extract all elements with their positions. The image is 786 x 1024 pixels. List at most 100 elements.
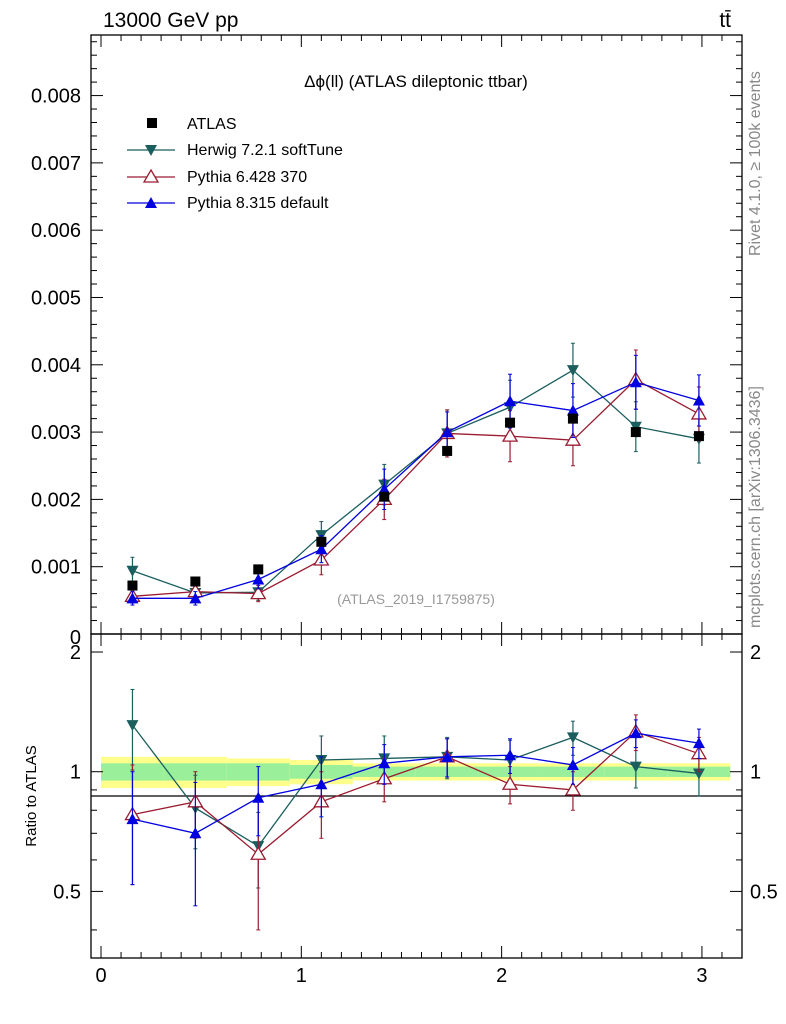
main-herwig-point [566,365,579,377]
main-atlas-point [190,576,201,587]
ratio-pythia8-point [189,827,202,839]
ratio-pythia8-line [132,732,700,834]
main-pythia8-point [629,376,642,388]
ratio-pythia6-point [250,845,267,860]
ratio-pythia6-point [501,775,519,790]
main-y-tick-label: 0.007 [31,153,81,175]
legend-entry-pythia6: Pythia 6.428 370 [127,168,307,186]
x-tick-label: 3 [696,965,707,987]
main-axis-ticks [91,35,743,634]
main-pythia6-point [564,431,582,446]
ratio-y-tick-label-right: 2 [750,642,761,664]
main-plot-title: Δϕ(ll) (ATLAS dileptonic ttbar) [304,72,528,91]
main-atlas-point [379,491,390,502]
header-energy: 13000 GeV pp [103,9,238,32]
legend-entry-herwig: Herwig 7.2.1 softTune [127,142,343,159]
ratio-y-tick-label: 1 [70,762,81,784]
legend-atlas-marker [147,118,157,128]
main-y-tick-label: 0.003 [31,422,81,444]
side-rivet-label: Rivet 4.1.0, ≥ 100k events [747,71,764,256]
main-pythia8-point [441,426,454,438]
main-pythia8-point [252,573,265,585]
main-y-tick-label: 0.008 [31,86,81,108]
main-atlas-point [127,580,138,591]
ratio-pythia6-line [132,731,700,856]
main-atlas-point [316,536,327,547]
legend-pythia8-marker [145,197,157,208]
main-pythia8-point [378,483,391,495]
legend-pythia6-label: Pythia 6.428 370 [187,169,307,186]
main-herwig [126,342,705,602]
ratio-pythia8-point [378,757,391,769]
header-process: tt̄ [719,9,731,32]
main-y-tick-label: 0.006 [31,220,81,242]
main-panel: 0.001 0.002 0.003 0.004 0.005 0.006 0.007 0.008… [31,34,743,649]
analysis-watermark: (ATLAS_2019_I1759875) [337,591,495,607]
ratio-pythia8-point [126,813,139,825]
main-y-tick-label: 0.002 [31,489,81,511]
main-pythia8-point [315,543,328,555]
ratio-herwig-line [131,724,700,847]
main-y-tick-label: 0.001 [31,557,81,579]
main-atlas-point [693,431,704,442]
ratio-y-tick-labels: 0.5 0.5 1 1 2 2 [53,642,778,903]
ratio-panel: 0.5 0.5 1 1 2 2 0 1 2 3 Ratio to ATLAS [23,633,778,987]
main-pythia6-line [132,378,700,597]
main-atlas-point [442,445,453,456]
main-pythia6-point [501,427,519,442]
main-y-tick-label: 0.004 [31,355,81,377]
ratio-pythia8-point [566,758,579,770]
main-atlas [127,413,704,591]
ratio-pythia8-point [315,778,328,790]
main-y-zero-label: 0 [70,627,81,649]
ratio-frame [90,633,743,959]
main-pythia8-point [566,404,579,416]
main-pythia8 [126,354,705,606]
ratio-herwig-point [566,732,579,744]
main-atlas-point [630,427,641,438]
main-pythia8-point [126,592,139,604]
legend: ATLAS Herwig 7.2.1 softTune Pythia 6.428… [127,116,343,212]
x-tick-label: 0 [95,965,106,987]
ratio-herwig [126,688,705,889]
legend-herwig-marker [145,145,157,156]
ratio-pythia8-point [504,749,517,761]
ratio-pythia8-point [441,750,454,762]
ratio-herwig-point [629,761,642,773]
x-tick-label: 1 [296,965,307,987]
legend-herwig-label: Herwig 7.2.1 softTune [187,142,343,159]
ratio-pythia8-point [252,791,265,803]
main-herwig-point [126,565,139,577]
side-mcplots-label: mcplots.cern.ch [arXiv:1306.3436] [747,386,764,628]
legend-entry-atlas: ATLAS [147,116,237,133]
main-atlas-point [567,413,578,424]
ratio-pythia6-point [564,781,582,796]
main-atlas-point [505,417,516,428]
ratio-data-series [124,688,708,931]
ratio-y-axis-label: Ratio to ATLAS [23,745,40,846]
main-pythia6 [124,349,708,604]
ratio-y-tick-label-right: 0.5 [750,881,778,903]
main-pythia8-line [132,381,700,599]
main-y-tick-labels: 0.001 0.002 0.003 0.004 0.005 0.006 0.007 0.008 [31,86,81,579]
ratio-pythia8-point [692,737,705,749]
main-pythia8-point [189,592,202,604]
legend-pythia6-marker [142,168,160,183]
ratio-pythia8-point [629,727,642,739]
main-atlas-point [253,564,264,575]
main-pythia8-point [692,394,705,406]
legend-pythia8-label: Pythia 8.315 default [187,195,329,212]
x-tick-label: 2 [496,965,507,987]
legend-atlas-label: ATLAS [187,116,237,133]
ratio-pythia8 [126,719,705,907]
ratio-y-tick-label: 2 [70,642,81,664]
main-y-tick-label: 0.005 [31,287,81,309]
ratio-y-tick-label: 0.5 [53,881,81,903]
ratio-herwig-point [692,768,705,780]
ratio-herwig-point [126,720,139,732]
main-data-series [124,342,708,606]
ratio-y-tick-label-right: 1 [750,762,761,784]
ratio-pythia6 [124,714,708,931]
legend-entry-pythia8: Pythia 8.315 default [127,195,329,212]
